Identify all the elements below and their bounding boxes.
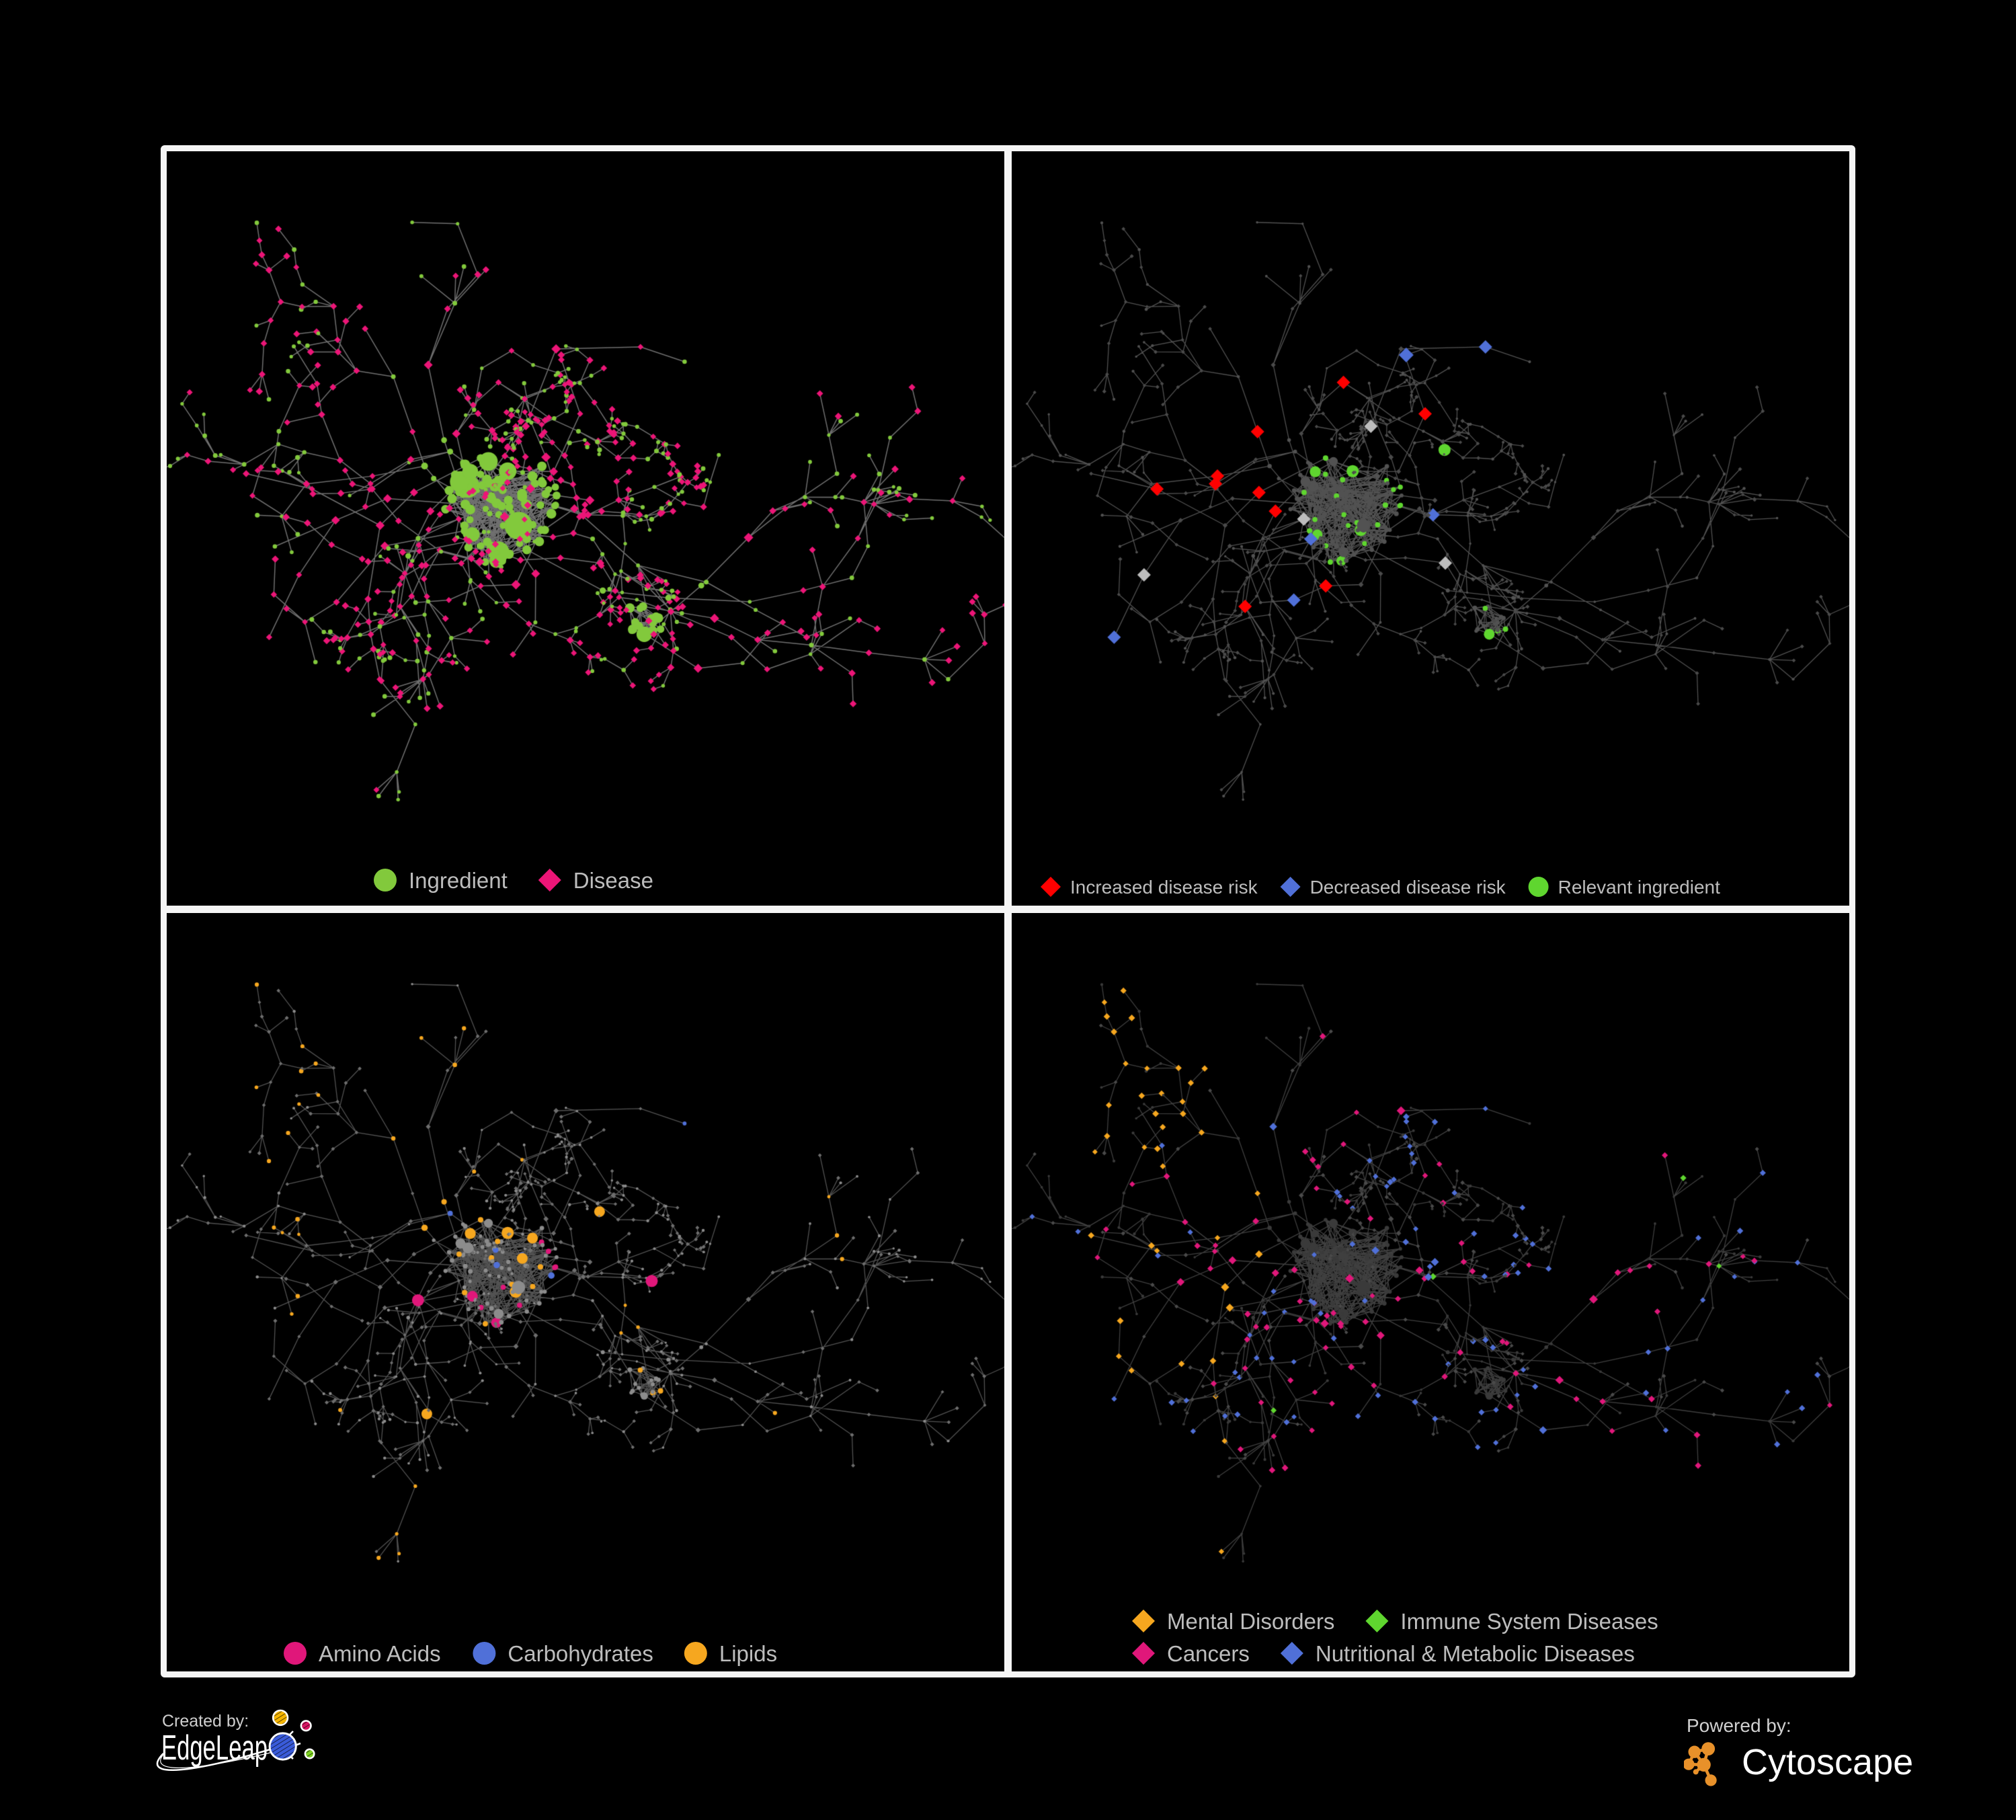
svg-text:Created by:: Created by: bbox=[162, 1712, 249, 1731]
svg-text:EdgeLeap: EdgeLeap bbox=[161, 1729, 268, 1768]
